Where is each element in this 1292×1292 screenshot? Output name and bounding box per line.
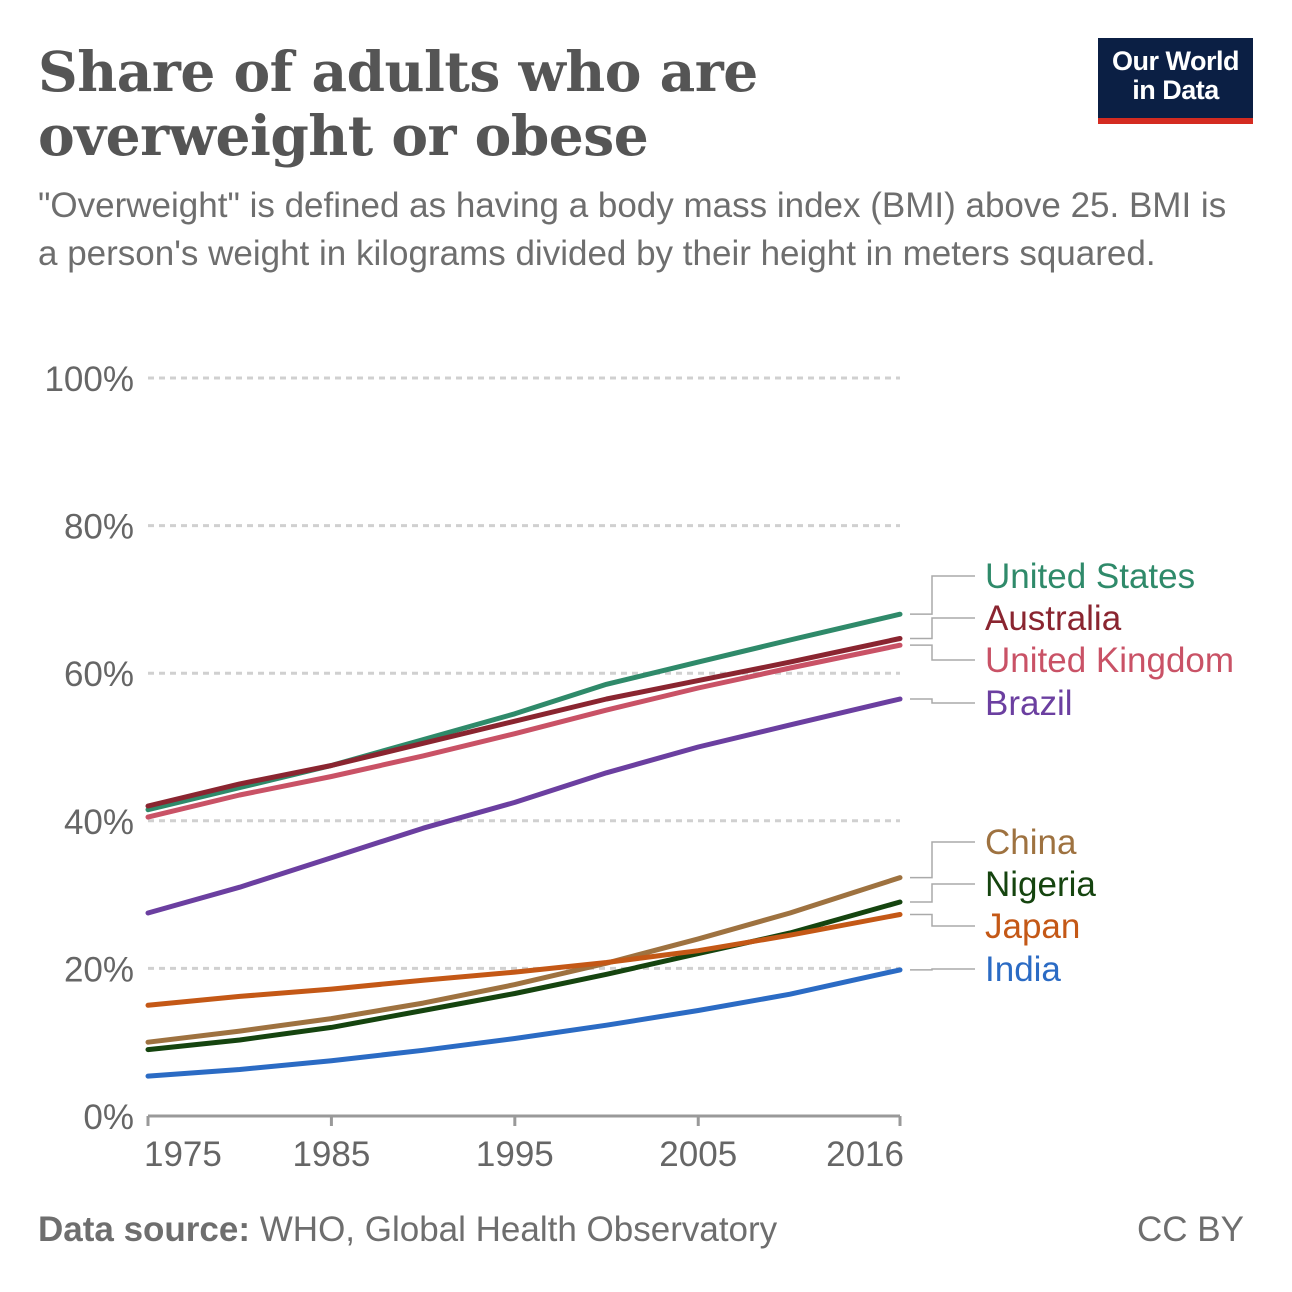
- label-connector-nigeria: [910, 883, 975, 903]
- logo-line-2: in Data: [1132, 75, 1219, 105]
- y-tick-label: 40%: [64, 803, 134, 842]
- series-label-nigeria: Nigeria: [985, 865, 1096, 904]
- series-label-united-states: United States: [985, 557, 1195, 596]
- series-label-brazil: Brazil: [985, 684, 1073, 723]
- y-tick-label: 0%: [83, 1098, 134, 1137]
- series-line-japan: [145, 912, 903, 1008]
- label-connector-united-states: [910, 575, 975, 615]
- series-line-india: [145, 967, 903, 1079]
- x-tick-label: 1975: [144, 1135, 222, 1174]
- series-label-india: India: [985, 950, 1061, 989]
- x-tick-label: 2016: [826, 1135, 904, 1174]
- source-label: Data source:: [38, 1210, 251, 1249]
- series-line-australia: [145, 636, 903, 809]
- source-text: WHO, Global Health Observatory: [259, 1210, 778, 1249]
- label-connector-brazil: [910, 698, 975, 704]
- our-world-in-data-logo[interactable]: Our World in Data: [1098, 38, 1253, 124]
- x-tick-label: 1985: [292, 1135, 370, 1174]
- label-connector-japan: [910, 913, 975, 927]
- license-label: CC BY: [1137, 1210, 1244, 1249]
- series-label-united-kingdom: United Kingdom: [985, 641, 1234, 680]
- series-label-japan: Japan: [985, 907, 1080, 946]
- series-line-united-kingdom: [145, 642, 903, 820]
- logo-line-1: Our World: [1112, 46, 1240, 76]
- series-line-china: [145, 875, 903, 1045]
- y-tick-label: 60%: [64, 655, 134, 694]
- logo-accent-bar: [1098, 118, 1253, 124]
- series-label-china: China: [985, 823, 1077, 862]
- chart-subtitle: "Overweight" is defined as having a body…: [38, 186, 1227, 273]
- label-connector-china: [910, 841, 975, 879]
- series-line-brazil: [145, 696, 903, 916]
- x-tick-label: 1995: [476, 1135, 554, 1174]
- label-connector-united-kingdom: [910, 644, 975, 661]
- y-tick-label: 100%: [44, 360, 134, 399]
- y-tick-label: 80%: [64, 508, 134, 547]
- chart-title: Share of adults who are overweight or ob…: [38, 39, 758, 168]
- footer: Data source: WHO, Global Health Observat…: [38, 1210, 1248, 1250]
- label-connector-india: [910, 968, 975, 971]
- x-tick-label: 2005: [659, 1135, 737, 1174]
- series-label-australia: Australia: [985, 599, 1122, 638]
- label-connector-australia: [910, 617, 975, 640]
- y-tick-label: 20%: [64, 950, 134, 989]
